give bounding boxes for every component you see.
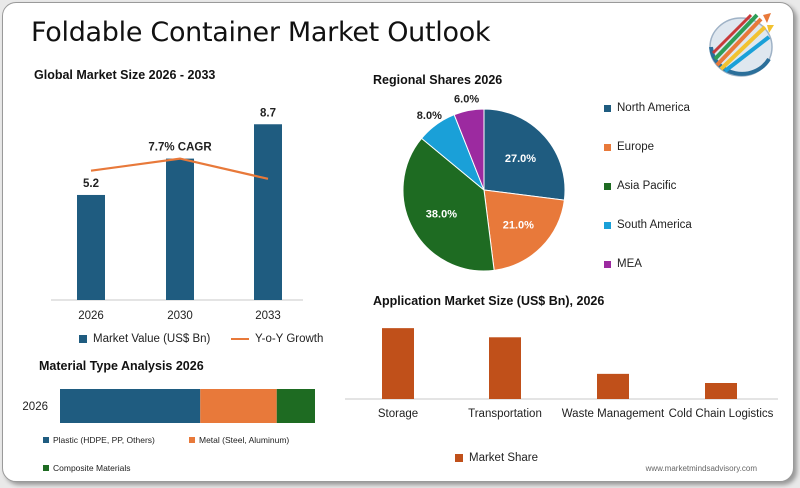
legend-market-share: Market Share bbox=[455, 452, 538, 464]
pie-legend-item: Europe bbox=[604, 141, 654, 153]
pie-legend-item: MEA bbox=[604, 258, 642, 270]
pie-data-label: 38.0% bbox=[426, 208, 457, 220]
pie-legend-item: Asia Pacific bbox=[604, 180, 676, 192]
segment-plastic bbox=[60, 389, 201, 423]
legend-label: Europe bbox=[617, 141, 655, 153]
data-label: 5.2 bbox=[83, 178, 99, 190]
legend-swatch bbox=[43, 437, 49, 443]
data-label: 8.7 bbox=[260, 107, 276, 119]
legend-label: Composite Materials bbox=[53, 463, 131, 473]
yoy-growth-line bbox=[90, 157, 269, 180]
legend-metal: Metal (Steel, Aluminum) bbox=[189, 435, 289, 445]
legend-label: Plastic (HDPE, PP, Others) bbox=[53, 435, 155, 445]
pie-data-label: 6.0% bbox=[454, 94, 479, 106]
legend-swatch bbox=[43, 465, 49, 471]
legend-label: Asia Pacific bbox=[617, 180, 677, 192]
bar-storage bbox=[382, 328, 414, 399]
legend-label: Market Value (US$ Bn) bbox=[93, 333, 211, 345]
legend-line-swatch bbox=[231, 338, 249, 340]
legend-market-value: Market Value (US$ Bn) bbox=[79, 333, 210, 345]
segment-metal bbox=[200, 389, 277, 423]
x-tick-label: Waste Management bbox=[562, 408, 665, 420]
legend-swatch bbox=[604, 104, 611, 112]
legend-plastic: Plastic (HDPE, PP, Others) bbox=[43, 435, 155, 445]
market-size-chart: 2026 5.2 2030 2033 8.7 7.7% CAGR bbox=[51, 107, 303, 322]
bar-2026 bbox=[77, 194, 105, 300]
legend-yoy-growth: Y-o-Y Growth bbox=[231, 333, 323, 345]
pie-slice-asia-pacific bbox=[402, 137, 495, 272]
legend-swatch bbox=[604, 182, 611, 190]
pie-legend-item: South America bbox=[604, 219, 692, 231]
bar-2033 bbox=[254, 124, 282, 300]
x-tick-label: Cold Chain Logistics bbox=[669, 408, 774, 420]
pie-data-label: 8.0% bbox=[417, 110, 442, 122]
regional-shares-chart-title: Regional Shares 2026 bbox=[373, 73, 503, 87]
material-chart-title: Material Type Analysis 2026 bbox=[39, 359, 204, 373]
x-tick-label: 2033 bbox=[255, 310, 281, 322]
market-size-chart-title: Global Market Size 2026 - 2033 bbox=[34, 68, 216, 82]
legend-composite: Composite Materials bbox=[43, 463, 130, 473]
legend-label: Market Share bbox=[469, 452, 539, 464]
legend-label: Metal (Steel, Aluminum) bbox=[199, 435, 290, 445]
application-chart-title: Application Market Size (US$ Bn), 2026 bbox=[373, 294, 605, 308]
legend-label: Y-o-Y Growth bbox=[255, 333, 324, 345]
x-tick-label: 2030 bbox=[167, 310, 193, 322]
pie-data-label: 27.0% bbox=[505, 153, 536, 165]
y-tick-label: 2026 bbox=[22, 401, 48, 413]
segment-composite bbox=[276, 389, 315, 423]
legend-swatch bbox=[79, 335, 87, 343]
regional-pie-chart: 27.0% 21.0% 38.0% 8.0% 6.0% bbox=[402, 94, 566, 272]
x-tick-label: Storage bbox=[378, 408, 418, 420]
legend-swatch bbox=[604, 143, 611, 151]
legend-label: MEA bbox=[617, 258, 642, 270]
bar-2030 bbox=[166, 158, 194, 300]
x-tick-label: 2026 bbox=[78, 310, 104, 322]
application-bar-chart: Storage Transportation Waste Management Col… bbox=[345, 328, 778, 420]
material-stacked-bar-chart: 2026 bbox=[22, 389, 315, 423]
pie-slice-mea bbox=[453, 108, 485, 191]
legend-swatch bbox=[189, 437, 195, 443]
pie-legend-item: North America bbox=[604, 102, 690, 114]
legend-label: North America bbox=[617, 102, 690, 114]
cagr-annotation: 7.7% CAGR bbox=[148, 142, 212, 154]
dashboard-card: Foldable Container Market Outlook Global… bbox=[2, 2, 794, 482]
bar-waste-management bbox=[597, 373, 629, 399]
page-title: Foldable Container Market Outlook bbox=[31, 17, 491, 48]
pie-data-label: 21.0% bbox=[503, 219, 534, 231]
pie-slice-europe bbox=[483, 189, 565, 271]
legend-label: South America bbox=[617, 219, 692, 231]
legend-swatch bbox=[455, 454, 463, 462]
legend-swatch bbox=[604, 260, 611, 268]
bar-transportation bbox=[489, 337, 521, 399]
legend-swatch bbox=[604, 221, 611, 229]
x-tick-label: Transportation bbox=[468, 408, 542, 420]
bar-cold-chain-logistics bbox=[705, 383, 737, 399]
pie-slice-north-america bbox=[483, 108, 566, 201]
footer-url[interactable]: www.marketmindsadvisory.com bbox=[645, 464, 757, 473]
